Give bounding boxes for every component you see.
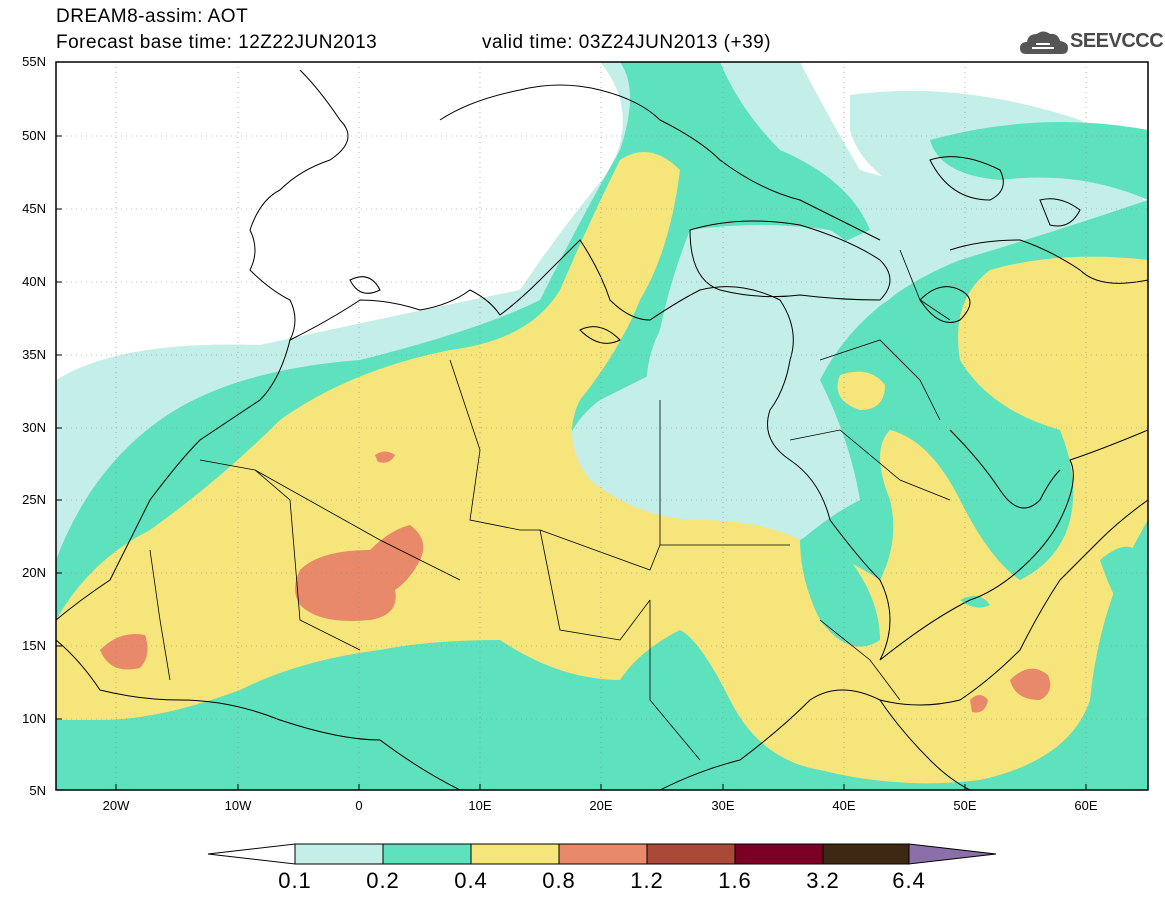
lon-label: 10W [224, 798, 252, 813]
logo-text: SEEVCCC [1070, 30, 1164, 52]
lat-gridlines [56, 135, 1148, 720]
lon-label: 20E [589, 798, 613, 813]
legend-swatch [822, 843, 910, 865]
legend-level: 0.1 [278, 868, 312, 893]
lon-label: 20W [102, 798, 130, 813]
lat-label: 50N [22, 128, 46, 143]
map-frame [55, 61, 1149, 791]
legend-level: 6.4 [892, 868, 926, 893]
legend-swatch [558, 843, 648, 865]
country-borders [149, 249, 951, 761]
forecast-base-time: Forecast base time: 12Z22JUN2013 [56, 32, 378, 53]
lon-label: 10E [468, 798, 492, 813]
lat-label: 10N [22, 711, 46, 726]
lon-label: 50E [953, 798, 977, 813]
cloud-icon [1020, 31, 1068, 54]
legend-level: 0.4 [454, 868, 488, 893]
legend-over-triangle [908, 843, 997, 865]
aot-field-0.1-patches [646, 225, 900, 418]
lat-label: 20N [22, 565, 46, 580]
legend-level: 1.2 [630, 868, 664, 893]
lat-label: 45N [22, 201, 46, 216]
legend-swatch [382, 843, 472, 865]
lat-label: 40N [22, 274, 46, 289]
lon-label: 60E [1074, 798, 1098, 813]
legend-swatch [294, 843, 384, 865]
legend-under-triangle [207, 843, 296, 865]
legend-level: 0.8 [542, 868, 576, 893]
lat-label: 25N [22, 492, 46, 507]
lat-label: 35N [22, 347, 46, 362]
lon-label: 40E [832, 798, 856, 813]
legend-level: 0.2 [366, 868, 400, 893]
axis-ticks [56, 135, 1087, 790]
legend-level: 1.6 [718, 868, 752, 893]
lon-label: 30E [711, 798, 735, 813]
color-legend [207, 843, 997, 865]
legend-swatch [470, 843, 560, 865]
lat-label: 5N [29, 783, 46, 798]
lat-label: 55N [22, 54, 46, 69]
lon-label: 0 [355, 798, 363, 813]
coastlines [56, 69, 1148, 790]
map-title: DREAM8-assim: AOT [56, 6, 249, 27]
legend-swatch [734, 843, 824, 865]
legend-level: 3.2 [806, 868, 840, 893]
lat-label: 30N [22, 420, 46, 435]
aot-field-0.2-patches [800, 533, 1148, 647]
lat-label: 15N [22, 638, 46, 653]
legend-swatch [646, 843, 736, 865]
valid-time: valid time: 03Z24JUN2013 (+39) [482, 32, 772, 53]
